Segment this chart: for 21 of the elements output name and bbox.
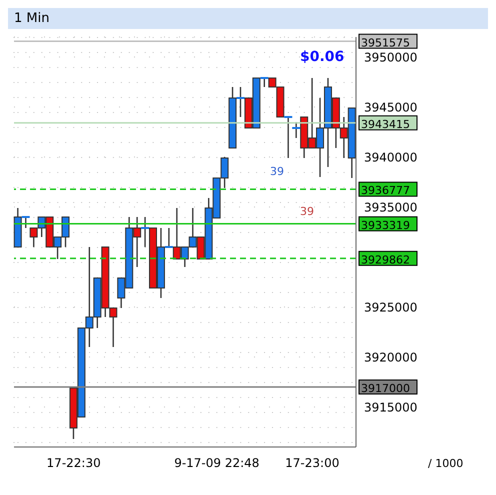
ref-line-label: 3951575 bbox=[361, 36, 410, 50]
ref-line-label: 3943415 bbox=[361, 118, 410, 131]
ref-line-label: 3929862 bbox=[361, 253, 410, 266]
y-tick-label: 3940000 bbox=[364, 150, 418, 164]
x-tick-label: 9-17-09 22:48 bbox=[174, 456, 260, 470]
y-tick-label: 3945000 bbox=[364, 100, 418, 114]
y-tick-label: 3915000 bbox=[364, 400, 418, 414]
y-tick-label: 3925000 bbox=[364, 300, 418, 314]
ref-line-label: 3917000 bbox=[361, 382, 410, 395]
annotation: 39 bbox=[270, 165, 284, 178]
y-tick-label: 3920000 bbox=[364, 350, 418, 364]
ref-line-label: 3933319 bbox=[361, 218, 410, 232]
annotation: $0.06 bbox=[300, 49, 344, 65]
y-tick-label: 3950000 bbox=[364, 50, 418, 64]
x-tick-label: 17-22:30 bbox=[46, 456, 101, 470]
chart-title: 1 Min bbox=[8, 8, 488, 29]
y-tick-label: 3935000 bbox=[364, 200, 418, 214]
x-tick-label: 17-23:00 bbox=[285, 456, 340, 470]
text: / 1000 bbox=[428, 457, 464, 470]
annotation: 39 bbox=[300, 205, 314, 218]
ref-line-label: 3936777 bbox=[361, 184, 410, 198]
